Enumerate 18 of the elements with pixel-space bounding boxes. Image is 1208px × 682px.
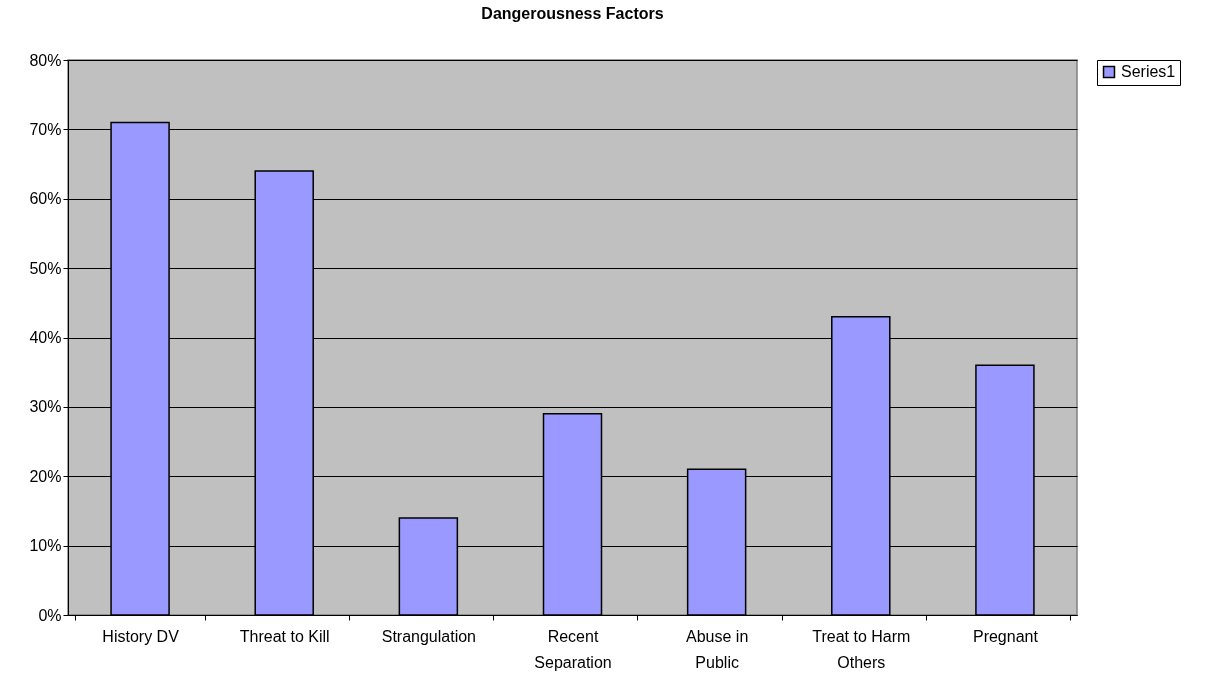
y-tick-label: 70% [29,120,62,138]
x-tick-label: Treat to Harm Others [812,627,911,671]
x-tick-label: Recent Separation [534,627,612,671]
x-tick-label: Threat to Kill [239,627,330,645]
y-tick-label: 30% [29,398,62,416]
y-tick-label: 20% [29,467,62,485]
legend-label: Series1 [1121,63,1176,80]
x-tick-label: Pregnant [972,627,1039,645]
chart-title: Dangerousness Factors [481,5,664,22]
y-tick-label: 10% [29,537,62,555]
y-tick-label: 80% [29,51,62,69]
x-tick-label: History DV [102,627,180,645]
y-tick-label: 40% [29,329,62,346]
y-tick-label: 0% [38,606,62,624]
y-tick-label: 50% [29,259,62,277]
x-tick-label: Abuse in Public [686,627,749,671]
y-tick-label: 60% [29,190,62,208]
x-tick-label: Strangulation [381,627,477,645]
